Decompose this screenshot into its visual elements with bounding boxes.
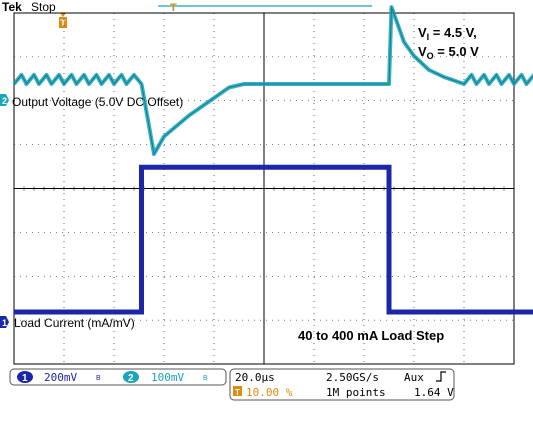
ch2-badge	[123, 371, 139, 383]
load-current-trace	[14, 164, 533, 315]
trigger-position-marker: T	[170, 2, 177, 14]
svg-text:T: T	[235, 388, 240, 397]
svg-text:2: 2	[128, 373, 134, 384]
ch2-ground-marker: 2	[0, 94, 9, 106]
ch1-bw-limit: B	[96, 375, 101, 382]
graticule	[13, 12, 515, 365]
acquisition-state: Stop	[31, 0, 56, 14]
timebase: 20.0µs	[235, 371, 275, 384]
load-current-label: Load Current (mA/mV)	[14, 316, 135, 330]
trigger-level: 1.64 V	[414, 386, 454, 399]
record-length: 1M points	[326, 386, 386, 399]
svg-text:2: 2	[2, 96, 7, 106]
svg-text:T: T	[60, 18, 66, 28]
svg-text:1: 1	[2, 318, 7, 328]
rising-edge-icon	[436, 371, 446, 382]
ch1-ground-marker: 1	[0, 316, 9, 328]
ch2-bw-limit: B	[203, 375, 208, 382]
load-step-annotation: 40 to 400 mA Load Step	[298, 328, 444, 343]
ch1-scale: 200mV	[44, 371, 77, 384]
svg-text:1: 1	[22, 373, 28, 384]
brand-label: Tek	[2, 0, 22, 14]
output-voltage-annotation: VO = 5.0 V	[418, 44, 479, 61]
trigger-position-icon	[233, 386, 242, 396]
trigger-position-value: 10.00 %	[246, 386, 293, 399]
output-voltage-trace-core	[13, 6, 533, 156]
output-voltage-label: Output Voltage (5.0V DC Offset)	[12, 95, 183, 109]
timebase-readout-panel: 20.0µs 2.50GS/s Aux T 10.00 % 1M points …	[229, 368, 455, 401]
ch2-scale: 100mV	[151, 371, 184, 384]
sample-rate: 2.50GS/s	[326, 371, 379, 384]
input-voltage-annotation: VI = 4.5 V,	[418, 25, 477, 42]
channel-readout-panel: 1 200mV B 2 100mV B	[9, 368, 227, 386]
ch1-badge	[17, 371, 33, 383]
trigger-time-marker: T	[59, 13, 67, 28]
waveform-traces	[12, 5, 533, 315]
trigger-source: Aux	[404, 371, 424, 384]
